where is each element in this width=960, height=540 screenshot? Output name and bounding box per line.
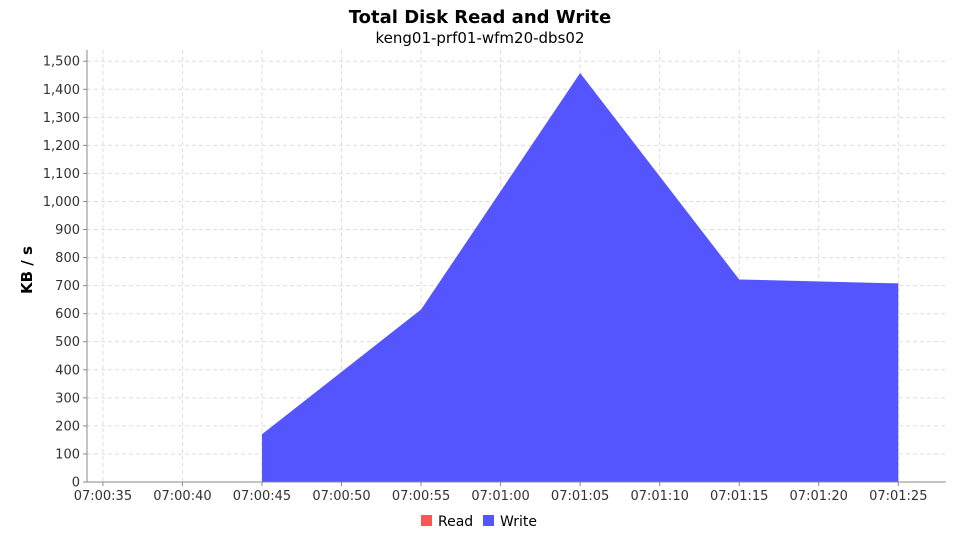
y-tick-label: 500: [55, 335, 80, 350]
x-tick-label: 07:01:00: [471, 489, 529, 504]
axes: [86, 50, 946, 483]
x-tick-label: 07:01:15: [710, 489, 768, 504]
chart-title: Total Disk Read and Write: [349, 7, 611, 28]
legend-label-read: Read: [438, 514, 473, 530]
x-axis-ticks: 07:00:35 07:00:40 07:00:45 07:00:50 07:00:55…: [74, 482, 927, 504]
y-tick-label: 300: [55, 391, 80, 406]
chart-subtitle: keng01-prf01-wfm20-dbs02: [376, 29, 585, 47]
legend-label-write: Write: [500, 514, 537, 530]
x-tick-label: 07:00:35: [74, 489, 132, 504]
y-tick-label: 200: [55, 419, 80, 434]
y-axis-ticks: 0 100 200 300 400 500 600 700 800 900 1,000 1,100 1,…: [43, 55, 87, 491]
area-write: [261, 73, 899, 482]
y-tick-label: 1,500: [43, 55, 80, 70]
y-tick-label: 600: [55, 307, 80, 322]
x-tick-label: 07:00:50: [312, 489, 370, 504]
y-tick-label: 100: [55, 447, 80, 462]
area-series: [261, 73, 899, 482]
y-tick-label: 700: [55, 279, 80, 294]
x-tick-label: 07:01:20: [790, 489, 848, 504]
legend-swatch-read: [421, 515, 432, 526]
y-tick-label: 0: [72, 476, 80, 491]
y-axis-label: KB / s: [18, 246, 36, 294]
x-tick-label: 07:00:45: [233, 489, 291, 504]
legend-swatch-write: [483, 515, 494, 526]
y-tick-label: 400: [55, 363, 80, 378]
x-tick-label: 07:01:10: [630, 489, 688, 504]
y-tick-label: 1,400: [43, 83, 80, 98]
y-tick-label: 1,200: [43, 139, 80, 154]
legend: Read Write: [421, 514, 537, 530]
y-tick-label: 900: [55, 223, 80, 238]
x-tick-label: 07:01:25: [869, 489, 927, 504]
y-tick-label: 1,000: [43, 195, 80, 210]
x-tick-label: 07:00:40: [153, 489, 211, 504]
y-tick-label: 1,100: [43, 167, 80, 182]
x-tick-label: 07:00:55: [392, 489, 450, 504]
x-tick-label: 07:01:05: [551, 489, 609, 504]
y-tick-label: 1,300: [43, 111, 80, 126]
y-tick-label: 800: [55, 251, 80, 266]
